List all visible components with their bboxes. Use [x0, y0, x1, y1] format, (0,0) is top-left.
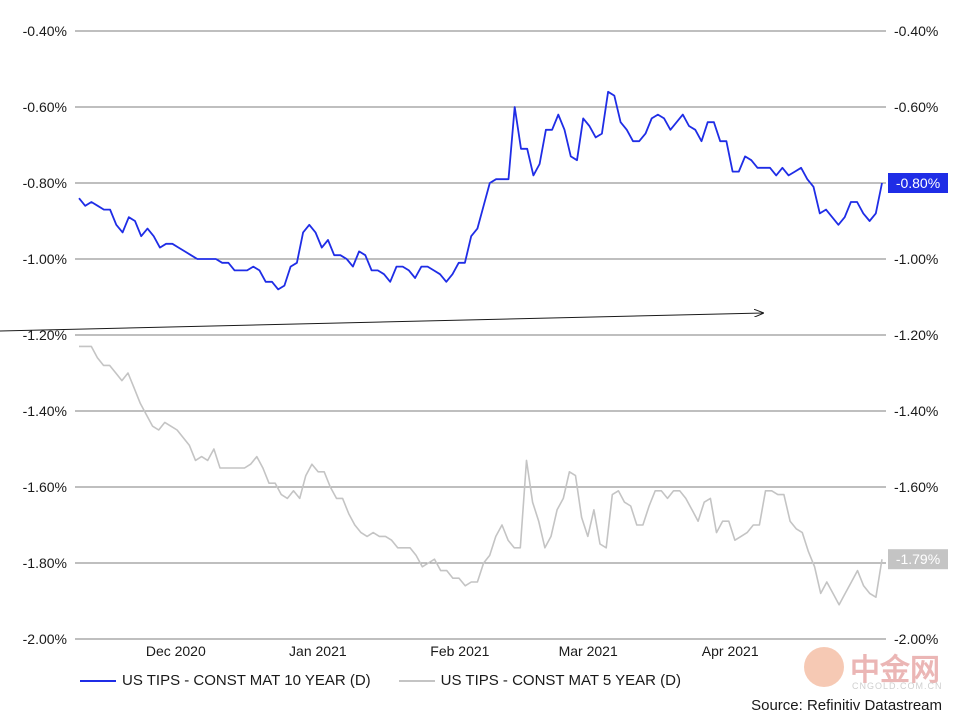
legend-item-10-year: US TIPS - CONST MAT 10 YEAR (D): [80, 672, 371, 689]
y-tick-label-right: -1.40%: [894, 403, 938, 419]
y-tick-label-left: -0.80%: [23, 175, 67, 191]
y-tick-label-right: -1.20%: [894, 327, 938, 343]
x-tick-label: Apr 2021: [702, 643, 759, 659]
y-tick-label-left: -0.40%: [23, 23, 67, 39]
last-value-badge-10-year: [888, 173, 948, 193]
x-tick-label: Feb 2021: [430, 643, 489, 659]
legend: US TIPS - CONST MAT 10 YEAR (D) US TIPS …: [80, 672, 709, 689]
source-note: Source: Refinitiv Datastream: [751, 697, 942, 714]
watermark-logo: 中金网 CNGOLD.COM.CN: [802, 645, 952, 695]
y-tick-label-right: -1.00%: [894, 251, 938, 267]
logo-text: 中金网: [850, 653, 940, 688]
series-line-10-year: [78, 90, 883, 291]
y-tick-label-left: -2.00%: [23, 631, 67, 647]
series-line-5-year: [79, 345, 883, 606]
legend-swatch-5-year: [398, 679, 435, 682]
y-tick-label-left: -1.40%: [23, 403, 67, 419]
last-value-badge-5-year: [888, 549, 948, 570]
last-value-label-10-year: -0.80%: [896, 175, 940, 191]
y-tick-label-right: -0.40%: [894, 23, 938, 39]
legend-label-10-year: US TIPS - CONST MAT 10 YEAR (D): [122, 672, 371, 689]
legend-item-5-year: US TIPS - CONST MAT 5 YEAR (D): [398, 672, 681, 689]
x-tick-label: Dec 2020: [146, 643, 206, 659]
trend-arrow-annotation: [0, 313, 763, 332]
x-tick-label: Jan 2021: [289, 643, 347, 659]
x-tick-label: Mar 2021: [559, 643, 618, 659]
y-tick-label-right: -1.60%: [894, 479, 938, 495]
y-tick-label-right: -2.00%: [894, 631, 938, 647]
logo-icon: [804, 647, 844, 687]
legend-label-5-year: US TIPS - CONST MAT 5 YEAR (D): [440, 672, 681, 689]
last-value-label-5-year: -1.79%: [896, 551, 940, 567]
y-tick-label-right: -0.60%: [894, 99, 938, 115]
logo-url: CNGOLD.COM.CN: [852, 681, 943, 691]
y-tick-label-left: -1.00%: [23, 251, 67, 267]
y-tick-label-left: -1.80%: [23, 555, 67, 571]
y-tick-label-left: -1.20%: [23, 327, 67, 343]
y-tick-label-left: -0.60%: [23, 99, 67, 115]
y-tick-label-left: -1.60%: [23, 479, 67, 495]
legend-swatch-10-year: [80, 679, 116, 682]
